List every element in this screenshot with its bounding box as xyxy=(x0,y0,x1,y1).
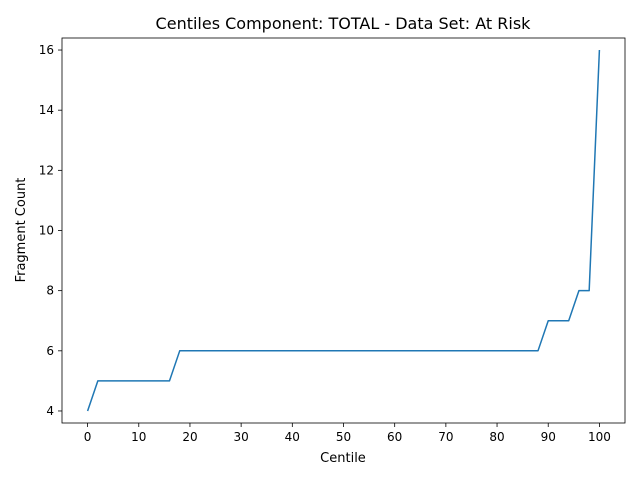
x-tick-label: 90 xyxy=(541,430,556,444)
x-tick-label: 10 xyxy=(131,430,146,444)
y-tick-label: 14 xyxy=(39,103,54,117)
y-tick-label: 10 xyxy=(39,224,54,238)
x-tick-label: 70 xyxy=(438,430,453,444)
x-tick-label: 80 xyxy=(489,430,504,444)
x-tick-label: 60 xyxy=(387,430,402,444)
x-tick-label: 0 xyxy=(84,430,92,444)
x-tick-label: 20 xyxy=(182,430,197,444)
y-tick-label: 16 xyxy=(39,43,54,57)
y-tick-label: 8 xyxy=(46,284,54,298)
y-axis-ticks: 4 6 8 10 12 14 16 xyxy=(39,43,62,418)
x-tick-label: 50 xyxy=(336,430,351,444)
series-layer xyxy=(86,49,601,412)
x-tick-label: 40 xyxy=(285,430,300,444)
x-axis-label: Centile xyxy=(320,451,366,466)
x-tick-label: 100 xyxy=(588,430,611,444)
y-tick-label: 4 xyxy=(46,404,54,418)
y-tick-label: 12 xyxy=(39,163,54,177)
x-tick-label: 30 xyxy=(233,430,248,444)
plot-frame xyxy=(61,37,626,424)
y-tick-label: 6 xyxy=(46,344,54,358)
series-line xyxy=(86,49,601,412)
chart-title: Centiles Component: TOTAL - Data Set: At… xyxy=(156,14,532,33)
plot-area: 0 10 20 30 40 50 60 70 80 90 100 4 6 8 10 12 14 16 xyxy=(39,37,626,444)
x-axis-ticks: 0 10 20 30 40 50 60 70 80 90 100 xyxy=(84,423,611,444)
y-axis-label: Fragment Count xyxy=(14,178,29,283)
